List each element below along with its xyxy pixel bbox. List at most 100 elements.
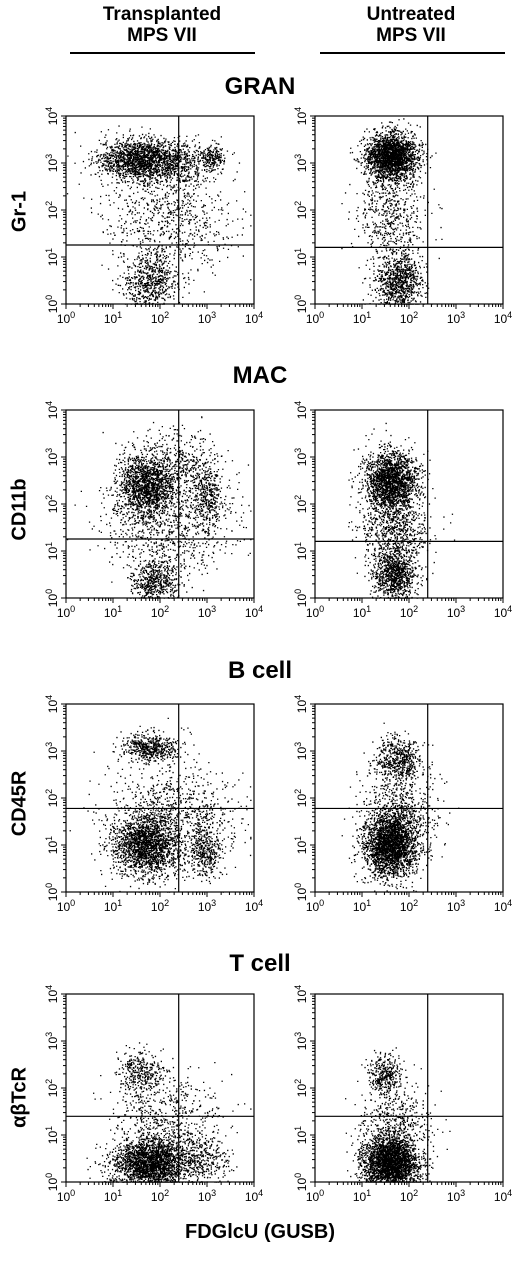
x-tick-label: 104	[494, 604, 512, 620]
x-tick-label: 104	[494, 310, 512, 326]
y-tick-label: 103	[293, 448, 309, 466]
x-tick-label: 103	[447, 1188, 465, 1204]
axis-ticks	[61, 409, 255, 603]
y-tick-label: 101	[293, 248, 309, 266]
x-tick-label: 102	[400, 1188, 418, 1204]
y-tick-label: 102	[293, 789, 309, 807]
y-tick-label: 100	[293, 883, 309, 901]
x-tick-label: 104	[494, 898, 512, 914]
x-tick-label: 103	[447, 604, 465, 620]
scatter-cluster	[356, 533, 428, 599]
x-tick-label: 103	[198, 604, 216, 620]
y-tick-label: 103	[293, 1032, 309, 1050]
scatter-cluster	[86, 1109, 230, 1183]
scatter-cluster	[69, 717, 252, 893]
x-tick-label: 102	[151, 310, 169, 326]
column-header-line1: Untreated	[366, 4, 456, 25]
y-axis-label-gr1: Gr-1	[8, 190, 31, 233]
y-tick-label: 101	[293, 1126, 309, 1144]
y-tick-label: 100	[44, 589, 60, 607]
scatter-cluster	[357, 1047, 415, 1103]
y-tick-label: 103	[293, 742, 309, 760]
y-tick-label: 100	[293, 1173, 309, 1191]
scatter-cluster	[187, 812, 224, 885]
y-tick-label: 102	[44, 789, 60, 807]
panel-title-mac: MAC	[232, 362, 288, 389]
scatter-cluster	[98, 431, 214, 552]
scatter-cluster	[348, 750, 460, 892]
x-tick-label: 102	[400, 604, 418, 620]
y-tick-label: 103	[44, 1032, 60, 1050]
x-tick-label: 101	[353, 898, 371, 914]
x-tick-label: 101	[353, 1188, 371, 1204]
y-tick-label: 100	[44, 295, 60, 313]
scatter-cluster	[187, 452, 231, 546]
y-axis-label-cd45r: CD45R	[8, 770, 31, 837]
x-tick-label: 104	[245, 310, 263, 326]
y-tick-label: 102	[293, 201, 309, 219]
axis-ticks	[310, 115, 504, 309]
column-header-line1: Transplanted	[102, 4, 222, 25]
scatter-cluster	[115, 416, 250, 520]
scatter-cluster	[341, 147, 443, 282]
y-tick-label: 100	[44, 1173, 60, 1191]
scatter-cluster	[345, 1068, 451, 1183]
y-tick-label: 102	[293, 1079, 309, 1097]
y-tick-label: 102	[44, 495, 60, 513]
scatter-points	[341, 722, 460, 893]
x-tick-label: 104	[494, 1188, 512, 1204]
y-tick-label: 101	[293, 542, 309, 560]
scatter-points	[348, 422, 456, 599]
x-tick-label: 101	[353, 604, 371, 620]
y-tick-label: 103	[44, 742, 60, 760]
scatter-cluster	[366, 722, 434, 795]
column-header-line2: MPS VII	[376, 25, 446, 46]
column-header-transplanted: Transplanted MPS VII	[62, 4, 262, 46]
y-tick-label: 104	[293, 985, 309, 1003]
axis-ticks	[61, 993, 255, 1187]
x-tick-label: 101	[104, 604, 122, 620]
scatter-points	[86, 1042, 252, 1183]
scatter-cluster	[345, 1121, 435, 1183]
y-tick-label: 102	[293, 495, 309, 513]
y-tick-label: 100	[293, 295, 309, 313]
column-rule-transplanted	[70, 52, 255, 54]
x-tick-label: 103	[447, 898, 465, 914]
y-tick-label: 102	[44, 1079, 60, 1097]
y-axis-label-abtcr: αβTcR	[8, 1067, 31, 1128]
axis-ticks	[61, 115, 255, 309]
y-tick-label: 101	[293, 836, 309, 854]
y-axis-label-cd11b: CD11b	[8, 478, 31, 541]
panel-title-gran: GRAN	[224, 73, 296, 100]
plot-frame	[314, 993, 504, 1183]
scatter-cluster	[165, 1127, 238, 1183]
x-tick-label: 102	[151, 1188, 169, 1204]
scatter-cluster	[67, 125, 219, 195]
panel-title-bcell: B cell	[227, 657, 293, 684]
column-rule-untreated	[320, 52, 505, 54]
x-tick-label: 101	[104, 898, 122, 914]
scatter-cluster	[362, 237, 433, 305]
scatter-points	[345, 1047, 451, 1183]
y-tick-label: 101	[44, 248, 60, 266]
y-tick-label: 104	[293, 107, 309, 125]
x-tick-label: 103	[198, 310, 216, 326]
y-tick-label: 104	[293, 401, 309, 419]
x-tick-label: 103	[198, 898, 216, 914]
y-tick-label: 104	[44, 107, 60, 125]
y-tick-label: 101	[44, 542, 60, 560]
column-header-untreated: Untreated MPS VII	[311, 4, 511, 46]
x-tick-label: 102	[400, 898, 418, 914]
scatter-cluster	[112, 240, 192, 305]
axis-ticks	[310, 703, 504, 897]
scatter-cluster	[66, 460, 252, 599]
x-axis-label: FDGlcU (GUSB)	[185, 1221, 335, 1243]
y-tick-label: 103	[44, 448, 60, 466]
scatter-cluster	[199, 139, 235, 172]
